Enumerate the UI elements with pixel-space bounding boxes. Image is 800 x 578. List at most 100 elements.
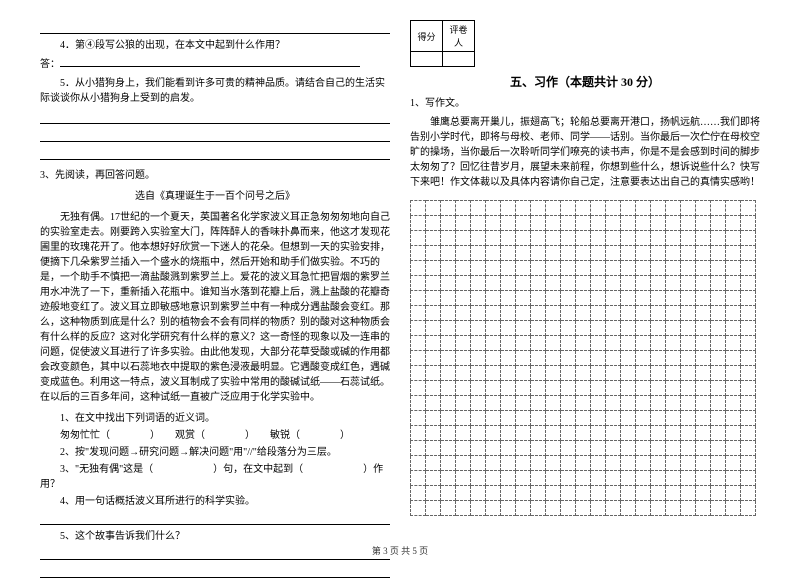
score-header-row: 得分 评卷人 <box>410 20 760 73</box>
essay-grid-cell <box>426 366 441 381</box>
essay-grid-cell <box>681 501 696 516</box>
essay-grid-cell <box>651 336 666 351</box>
essay-grid-cell <box>636 501 651 516</box>
essay-grid-cell <box>741 246 756 261</box>
essay-grid-cell <box>726 486 741 501</box>
essay-grid-cell <box>636 336 651 351</box>
essay-grid-cell <box>576 381 591 396</box>
essay-grid-cell <box>561 246 576 261</box>
essay-grid-cell <box>636 381 651 396</box>
essay-grid-cell <box>591 276 606 291</box>
essay-grid-cell <box>711 411 726 426</box>
essay-grid-cell <box>516 336 531 351</box>
essay-grid-cell <box>576 306 591 321</box>
essay-grid-cell <box>666 381 681 396</box>
essay-grid-cell <box>606 471 621 486</box>
essay-grid-cell <box>546 201 561 216</box>
essay-grid-cell <box>681 441 696 456</box>
essay-grid-cell <box>441 426 456 441</box>
essay-grid-cell <box>516 471 531 486</box>
essay-grid-cell <box>561 411 576 426</box>
essay-grid-cell <box>456 321 471 336</box>
section-title: 五、习作（本题共计 30 分） <box>410 73 760 90</box>
essay-grid-cell <box>741 471 756 486</box>
essay-grid-cell <box>531 501 546 516</box>
essay-grid-cell <box>591 246 606 261</box>
essay-grid-cell <box>651 261 666 276</box>
essay-grid-cell <box>681 261 696 276</box>
essay-grid-cell <box>501 336 516 351</box>
essay-grid-cell <box>561 471 576 486</box>
essay-grid-cell <box>411 261 426 276</box>
question-5: 5．从小猎狗身上，我们能看到许多可贵的精神品质。请结合自己的生活实际谈谈你从小猎… <box>40 76 390 106</box>
question-4: 4．第④段写公狼的出现，在本文中起到什么作用？ <box>40 38 390 53</box>
essay-grid-cell <box>621 486 636 501</box>
essay-grid-cell <box>456 261 471 276</box>
essay-grid-cell <box>621 291 636 306</box>
essay-grid-cell <box>606 261 621 276</box>
essay-grid-cell <box>621 216 636 231</box>
essay-grid-cell <box>426 201 441 216</box>
essay-grid-cell <box>411 381 426 396</box>
essay-grid-cell <box>471 321 486 336</box>
essay-grid-cell <box>456 486 471 501</box>
essay-grid-cell <box>741 321 756 336</box>
essay-grid-cell <box>531 456 546 471</box>
essay-grid-cell <box>456 456 471 471</box>
essay-grid-cell <box>696 276 711 291</box>
essay-grid-cell <box>561 231 576 246</box>
answer-label: 答： <box>40 57 390 72</box>
grader-cell-header: 评卷人 <box>443 21 475 52</box>
essay-grid-cell <box>711 231 726 246</box>
essay-grid-cell <box>501 471 516 486</box>
essay-grid-cell <box>456 396 471 411</box>
essay-grid-cell <box>411 456 426 471</box>
essay-grid-cell <box>726 396 741 411</box>
essay-grid-cell <box>726 501 741 516</box>
essay-grid-cell <box>441 276 456 291</box>
essay-grid-cell <box>696 216 711 231</box>
essay-grid-cell <box>561 291 576 306</box>
essay-grid-cell <box>726 246 741 261</box>
essay-grid-cell <box>576 471 591 486</box>
essay-grid-cell <box>606 456 621 471</box>
essay-writing-grid <box>410 200 756 516</box>
essay-grid-cell <box>531 411 546 426</box>
essay-grid-cell <box>501 306 516 321</box>
essay-grid-cell <box>711 426 726 441</box>
essay-grid-cell <box>501 321 516 336</box>
essay-grid-cell <box>591 336 606 351</box>
essay-grid-cell <box>741 426 756 441</box>
essay-grid-cell <box>501 366 516 381</box>
essay-grid-cell <box>636 276 651 291</box>
essay-grid-cell <box>546 486 561 501</box>
essay-grid-cell <box>516 216 531 231</box>
essay-grid-cell <box>441 336 456 351</box>
essay-grid-cell <box>726 291 741 306</box>
essay-grid-cell <box>546 336 561 351</box>
essay-grid-cell <box>696 471 711 486</box>
essay-grid-cell <box>486 321 501 336</box>
essay-grid-cell <box>441 231 456 246</box>
essay-grid-cell <box>561 306 576 321</box>
essay-grid-cell <box>471 201 486 216</box>
essay-grid-cell <box>426 261 441 276</box>
essay-grid-cell <box>576 246 591 261</box>
passage-paragraph: 无独有偶。17世纪的一个夏天，英国著名化学家波义耳正急匆匆匆地向自己的实验室走去… <box>40 210 390 405</box>
essay-grid-cell <box>726 366 741 381</box>
essay-grid-cell <box>681 246 696 261</box>
essay-grid-cell <box>726 426 741 441</box>
essay-grid-cell <box>696 261 711 276</box>
essay-grid-cell <box>651 441 666 456</box>
essay-grid-cell <box>411 216 426 231</box>
essay-grid-cell <box>426 426 441 441</box>
essay-grid-cell <box>441 456 456 471</box>
essay-grid-cell <box>471 336 486 351</box>
essay-grid-cell <box>651 201 666 216</box>
essay-grid-cell <box>441 366 456 381</box>
essay-grid-cell <box>471 216 486 231</box>
essay-grid-cell <box>411 366 426 381</box>
essay-grid-cell <box>486 471 501 486</box>
essay-grid-cell <box>456 291 471 306</box>
essay-grid-cell <box>501 501 516 516</box>
